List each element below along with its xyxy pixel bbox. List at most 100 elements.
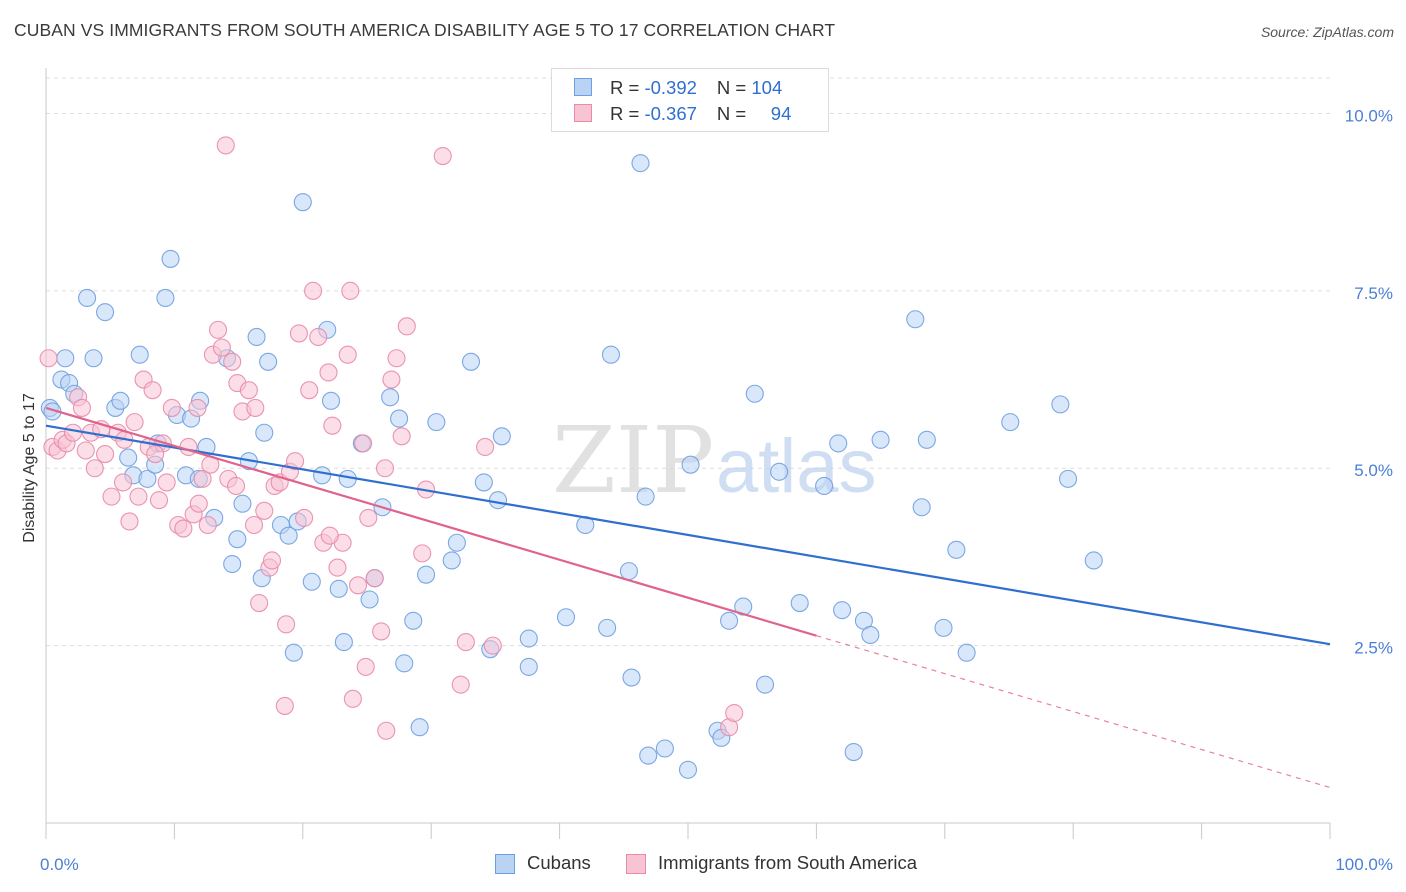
point-cubans xyxy=(302,572,321,591)
point-immigrants xyxy=(129,487,148,506)
y-tick-label: 5.0% xyxy=(1354,461,1393,480)
source-credit: Source: ZipAtlas.com xyxy=(1260,24,1394,40)
point-immigrants xyxy=(174,519,193,538)
point-immigrants xyxy=(319,363,338,382)
point-immigrants xyxy=(246,398,265,417)
watermark-atlas: atlas xyxy=(716,424,877,509)
point-immigrants xyxy=(289,324,308,343)
point-cubans xyxy=(228,530,247,549)
point-cubans xyxy=(447,533,466,552)
point-immigrants xyxy=(375,459,395,478)
y-tick-label: 2.5% xyxy=(1354,639,1393,658)
point-cubans xyxy=(360,590,379,609)
point-immigrants xyxy=(725,703,744,723)
point-immigrants xyxy=(244,515,264,535)
point-immigrants xyxy=(216,136,235,155)
point-cubans xyxy=(259,352,278,371)
point-immigrants xyxy=(286,452,305,471)
point-cubans xyxy=(138,469,157,488)
point-cubans xyxy=(247,327,266,347)
trendline-extension-immigrants xyxy=(816,635,1331,789)
legend-n-label: N = xyxy=(716,103,752,124)
point-cubans xyxy=(790,593,809,613)
point-immigrants xyxy=(212,338,231,357)
point-immigrants xyxy=(209,320,228,339)
point-cubans xyxy=(1051,395,1070,414)
point-immigrants xyxy=(304,281,323,300)
legend-n-value: 104 xyxy=(751,77,783,98)
point-cubans xyxy=(255,423,274,442)
point-immigrants xyxy=(359,508,378,527)
point-immigrants xyxy=(39,349,58,368)
point-immigrants xyxy=(146,444,165,464)
point-immigrants xyxy=(309,327,328,347)
point-immigrants xyxy=(433,146,452,166)
point-cubans xyxy=(917,430,936,449)
point-cubans xyxy=(912,498,931,517)
x-tick-label: 0.0% xyxy=(40,855,79,874)
trendline-immigrants xyxy=(45,406,817,637)
trend-lines xyxy=(45,406,1331,789)
point-immigrants xyxy=(198,515,217,535)
point-cubans xyxy=(474,473,493,492)
point-cubans xyxy=(681,455,700,474)
point-cubans xyxy=(84,349,103,368)
point-immigrants xyxy=(193,469,212,488)
point-cubans xyxy=(78,288,97,308)
trendline-cubans xyxy=(45,424,1331,646)
point-immigrants xyxy=(323,416,342,435)
point-immigrants xyxy=(413,544,432,563)
point-cubans xyxy=(395,654,414,673)
point-cubans xyxy=(871,430,890,449)
point-cubans xyxy=(519,629,538,648)
point-immigrants xyxy=(328,558,347,577)
point-cubans xyxy=(381,388,400,407)
point-immigrants xyxy=(250,593,269,613)
point-immigrants xyxy=(392,427,411,446)
point-immigrants xyxy=(143,381,162,400)
stats-legend: R = -0.392 N = 104 R = -0.367 N = 94 xyxy=(551,68,829,132)
bottom-legend-label-immigrants: Immigrants from South America xyxy=(658,852,918,873)
data-points xyxy=(39,136,1103,779)
point-cubans xyxy=(284,643,303,662)
point-immigrants xyxy=(343,689,362,708)
point-cubans xyxy=(417,565,436,584)
point-cubans xyxy=(313,466,332,485)
point-immigrants xyxy=(125,413,144,432)
point-immigrants xyxy=(113,473,133,492)
point-immigrants xyxy=(456,633,475,652)
point-immigrants xyxy=(255,501,274,520)
point-immigrants xyxy=(356,657,375,676)
point-cubans xyxy=(601,345,621,364)
point-immigrants xyxy=(354,434,373,453)
point-immigrants xyxy=(338,345,357,364)
point-cubans xyxy=(96,303,115,322)
point-cubans xyxy=(861,625,880,645)
y-axis-title: Disability Age 5 to 17 xyxy=(21,393,38,543)
point-immigrants xyxy=(348,576,368,595)
point-cubans xyxy=(404,611,423,630)
chart-title: CUBAN VS IMMIGRANTS FROM SOUTH AMERICA D… xyxy=(14,20,836,40)
point-cubans xyxy=(488,491,508,510)
point-immigrants xyxy=(382,370,401,389)
point-cubans xyxy=(906,310,925,329)
point-cubans xyxy=(655,739,674,758)
point-cubans xyxy=(321,391,341,410)
point-immigrants xyxy=(372,622,391,641)
point-cubans xyxy=(598,618,617,637)
point-cubans xyxy=(619,562,638,581)
point-immigrants xyxy=(63,423,83,442)
point-cubans xyxy=(639,746,658,765)
point-immigrants xyxy=(120,512,139,531)
point-cubans xyxy=(957,643,976,662)
point-cubans xyxy=(745,384,764,403)
point-cubans xyxy=(293,193,312,212)
legend-swatch-immigrants xyxy=(574,104,592,122)
point-cubans xyxy=(390,409,409,428)
point-immigrants xyxy=(76,441,95,460)
bottom-legend-label-cubans: Cubans xyxy=(527,852,591,873)
point-immigrants xyxy=(320,526,339,545)
point-cubans xyxy=(223,554,242,574)
point-immigrants xyxy=(295,508,314,527)
point-immigrants xyxy=(149,491,169,510)
